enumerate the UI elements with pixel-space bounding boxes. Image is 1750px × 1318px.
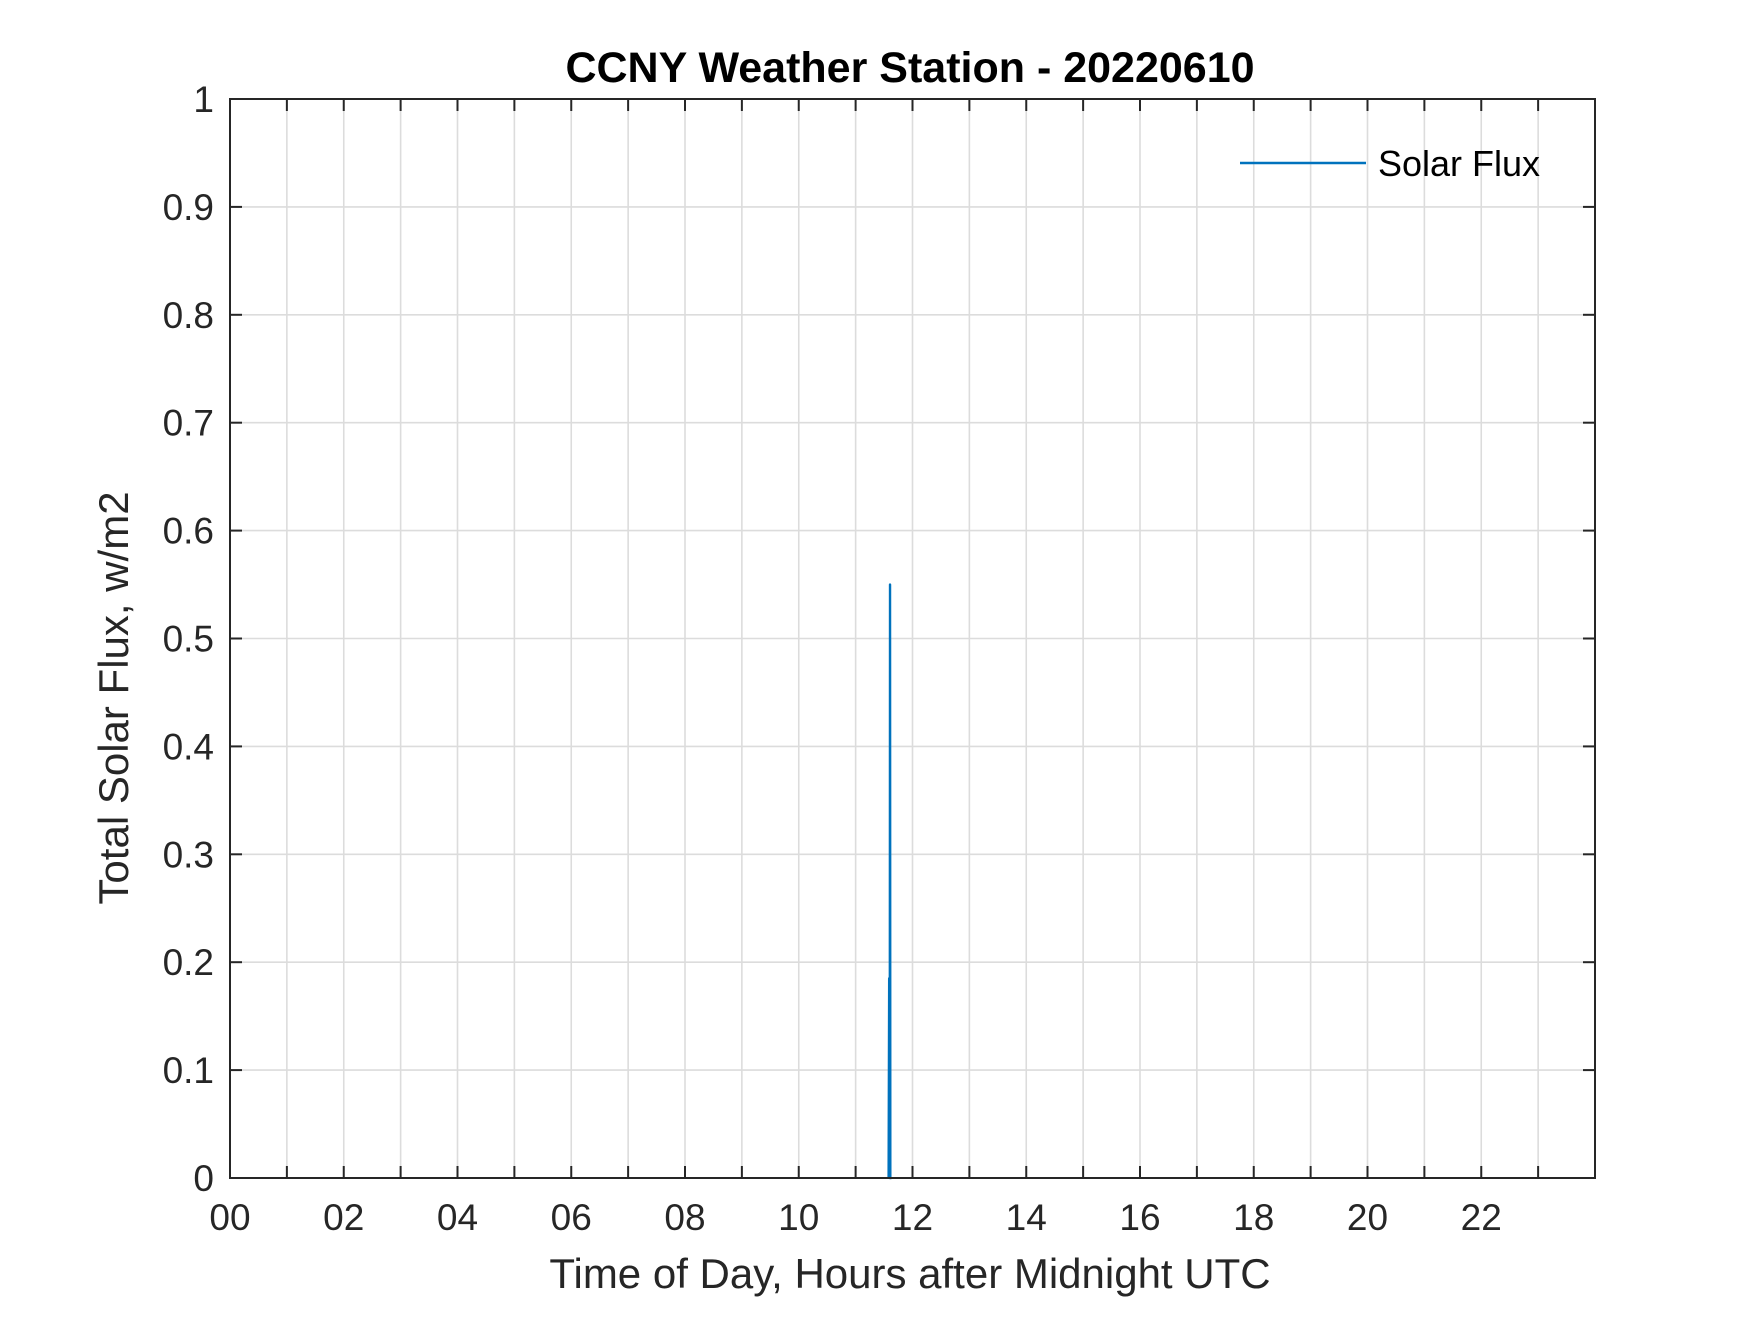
x-tick-label: 04 (437, 1197, 478, 1238)
tick-labels: 00 02 04 06 08 10 12 14 16 18 20 22 0 0.1 0.2 0.3 0.4 0.5… (163, 79, 1502, 1238)
y-tick-label: 0.5 (163, 619, 214, 660)
legend-label-solar-flux: Solar Flux (1378, 143, 1540, 184)
x-tick-label: 00 (209, 1197, 250, 1238)
x-tick-label: 14 (1006, 1197, 1047, 1238)
y-tick-label: 1 (193, 79, 214, 120)
x-tick-label: 20 (1347, 1197, 1388, 1238)
y-tick-label: 0.6 (163, 511, 214, 552)
y-tick-label: 0.2 (163, 942, 214, 983)
y-tick-label: 0.7 (163, 403, 214, 444)
y-axis-label: Total Solar Flux, w/m2 (90, 491, 137, 904)
y-tick-label: 0.9 (163, 187, 214, 228)
chart-title: CCNY Weather Station - 20220610 (565, 44, 1254, 92)
y-tick-label: 0.3 (163, 834, 214, 875)
x-tick-label: 22 (1461, 1197, 1502, 1238)
x-tick-label: 16 (1119, 1197, 1160, 1238)
x-tick-label: 02 (323, 1197, 364, 1238)
legend: Solar Flux (1240, 143, 1540, 184)
y-tick-label: 0.8 (163, 295, 214, 336)
x-tick-label: 08 (664, 1197, 705, 1238)
series-line-solar-flux (887, 583, 893, 1180)
x-tick-label: 12 (892, 1197, 933, 1238)
y-tick-label: 0 (193, 1158, 214, 1199)
x-tick-label: 18 (1233, 1197, 1274, 1238)
y-tick-label: 0.4 (163, 726, 214, 767)
x-tick-label: 10 (778, 1197, 819, 1238)
x-axis-label: Time of Day, Hours after Midnight UTC (549, 1250, 1270, 1297)
x-tick-label: 06 (551, 1197, 592, 1238)
series-layer (887, 583, 893, 1180)
axes (229, 98, 1596, 1179)
y-tick-label: 0.1 (163, 1050, 214, 1091)
